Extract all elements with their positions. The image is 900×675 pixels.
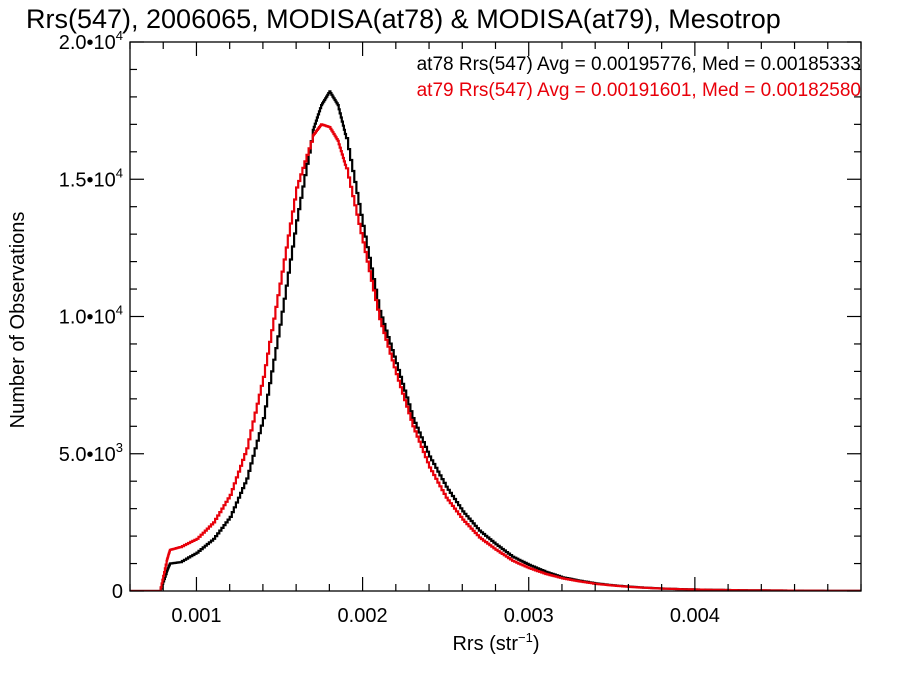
- series-layer: [130, 90, 861, 591]
- y-tick-label-exp: 4: [116, 165, 123, 180]
- x-tick-label: 0.003: [504, 605, 554, 627]
- x-tick-label: 0.004: [670, 605, 720, 627]
- y-axis-title: Number of Observations: [7, 212, 29, 429]
- x-tick-label: 0.001: [171, 605, 221, 627]
- y-tick-label-exp: 3: [116, 440, 123, 455]
- x-axis-title: Rrs (str−1): [452, 630, 539, 655]
- y-tick-label-exp: 4: [116, 28, 123, 43]
- y-tick-label-base: 0: [112, 581, 123, 603]
- ticks-layer: [129, 41, 862, 592]
- series-annotation-at79: at79 Rrs(547) Avg = 0.00191601, Med = 0.…: [417, 80, 861, 101]
- y-tick-label: 2.0•104: [59, 28, 123, 54]
- x-axis-title-end: ): [533, 633, 540, 655]
- y-tick-label: 1.0•104: [59, 303, 123, 329]
- series-annotation-at78: at78 Rrs(547) Avg = 0.00195776, Med = 0.…: [417, 54, 861, 75]
- y-tick-label-base: 1.5•10: [59, 169, 116, 191]
- tick-labels-layer: 0.001 0.002 0.003 0.00405.0•1031.0•1041.5•1…: [59, 28, 720, 627]
- x-axis-title-base: Rrs (str: [452, 633, 518, 655]
- y-tick-label: 1.5•104: [59, 165, 123, 191]
- y-tick-label-base: 2.0•10: [59, 32, 116, 54]
- x-tick-label: 0.002: [338, 605, 388, 627]
- y-tick-label: 0: [112, 581, 123, 603]
- series-line-at79: [130, 123, 861, 591]
- annotation-layer: at78 Rrs(547) Avg = 0.00195776, Med = 0.…: [417, 54, 861, 101]
- y-tick-label-base: 5.0•10: [59, 444, 116, 466]
- x-axis-title-sup: −1: [518, 630, 533, 645]
- chart-title: Rrs(547), 2006065, MODISA(at78) & MODISA…: [26, 4, 781, 34]
- y-tick-label: 5.0•103: [59, 440, 123, 466]
- y-tick-label-base: 1.0•10: [59, 307, 116, 329]
- y-tick-label-exp: 4: [116, 303, 123, 318]
